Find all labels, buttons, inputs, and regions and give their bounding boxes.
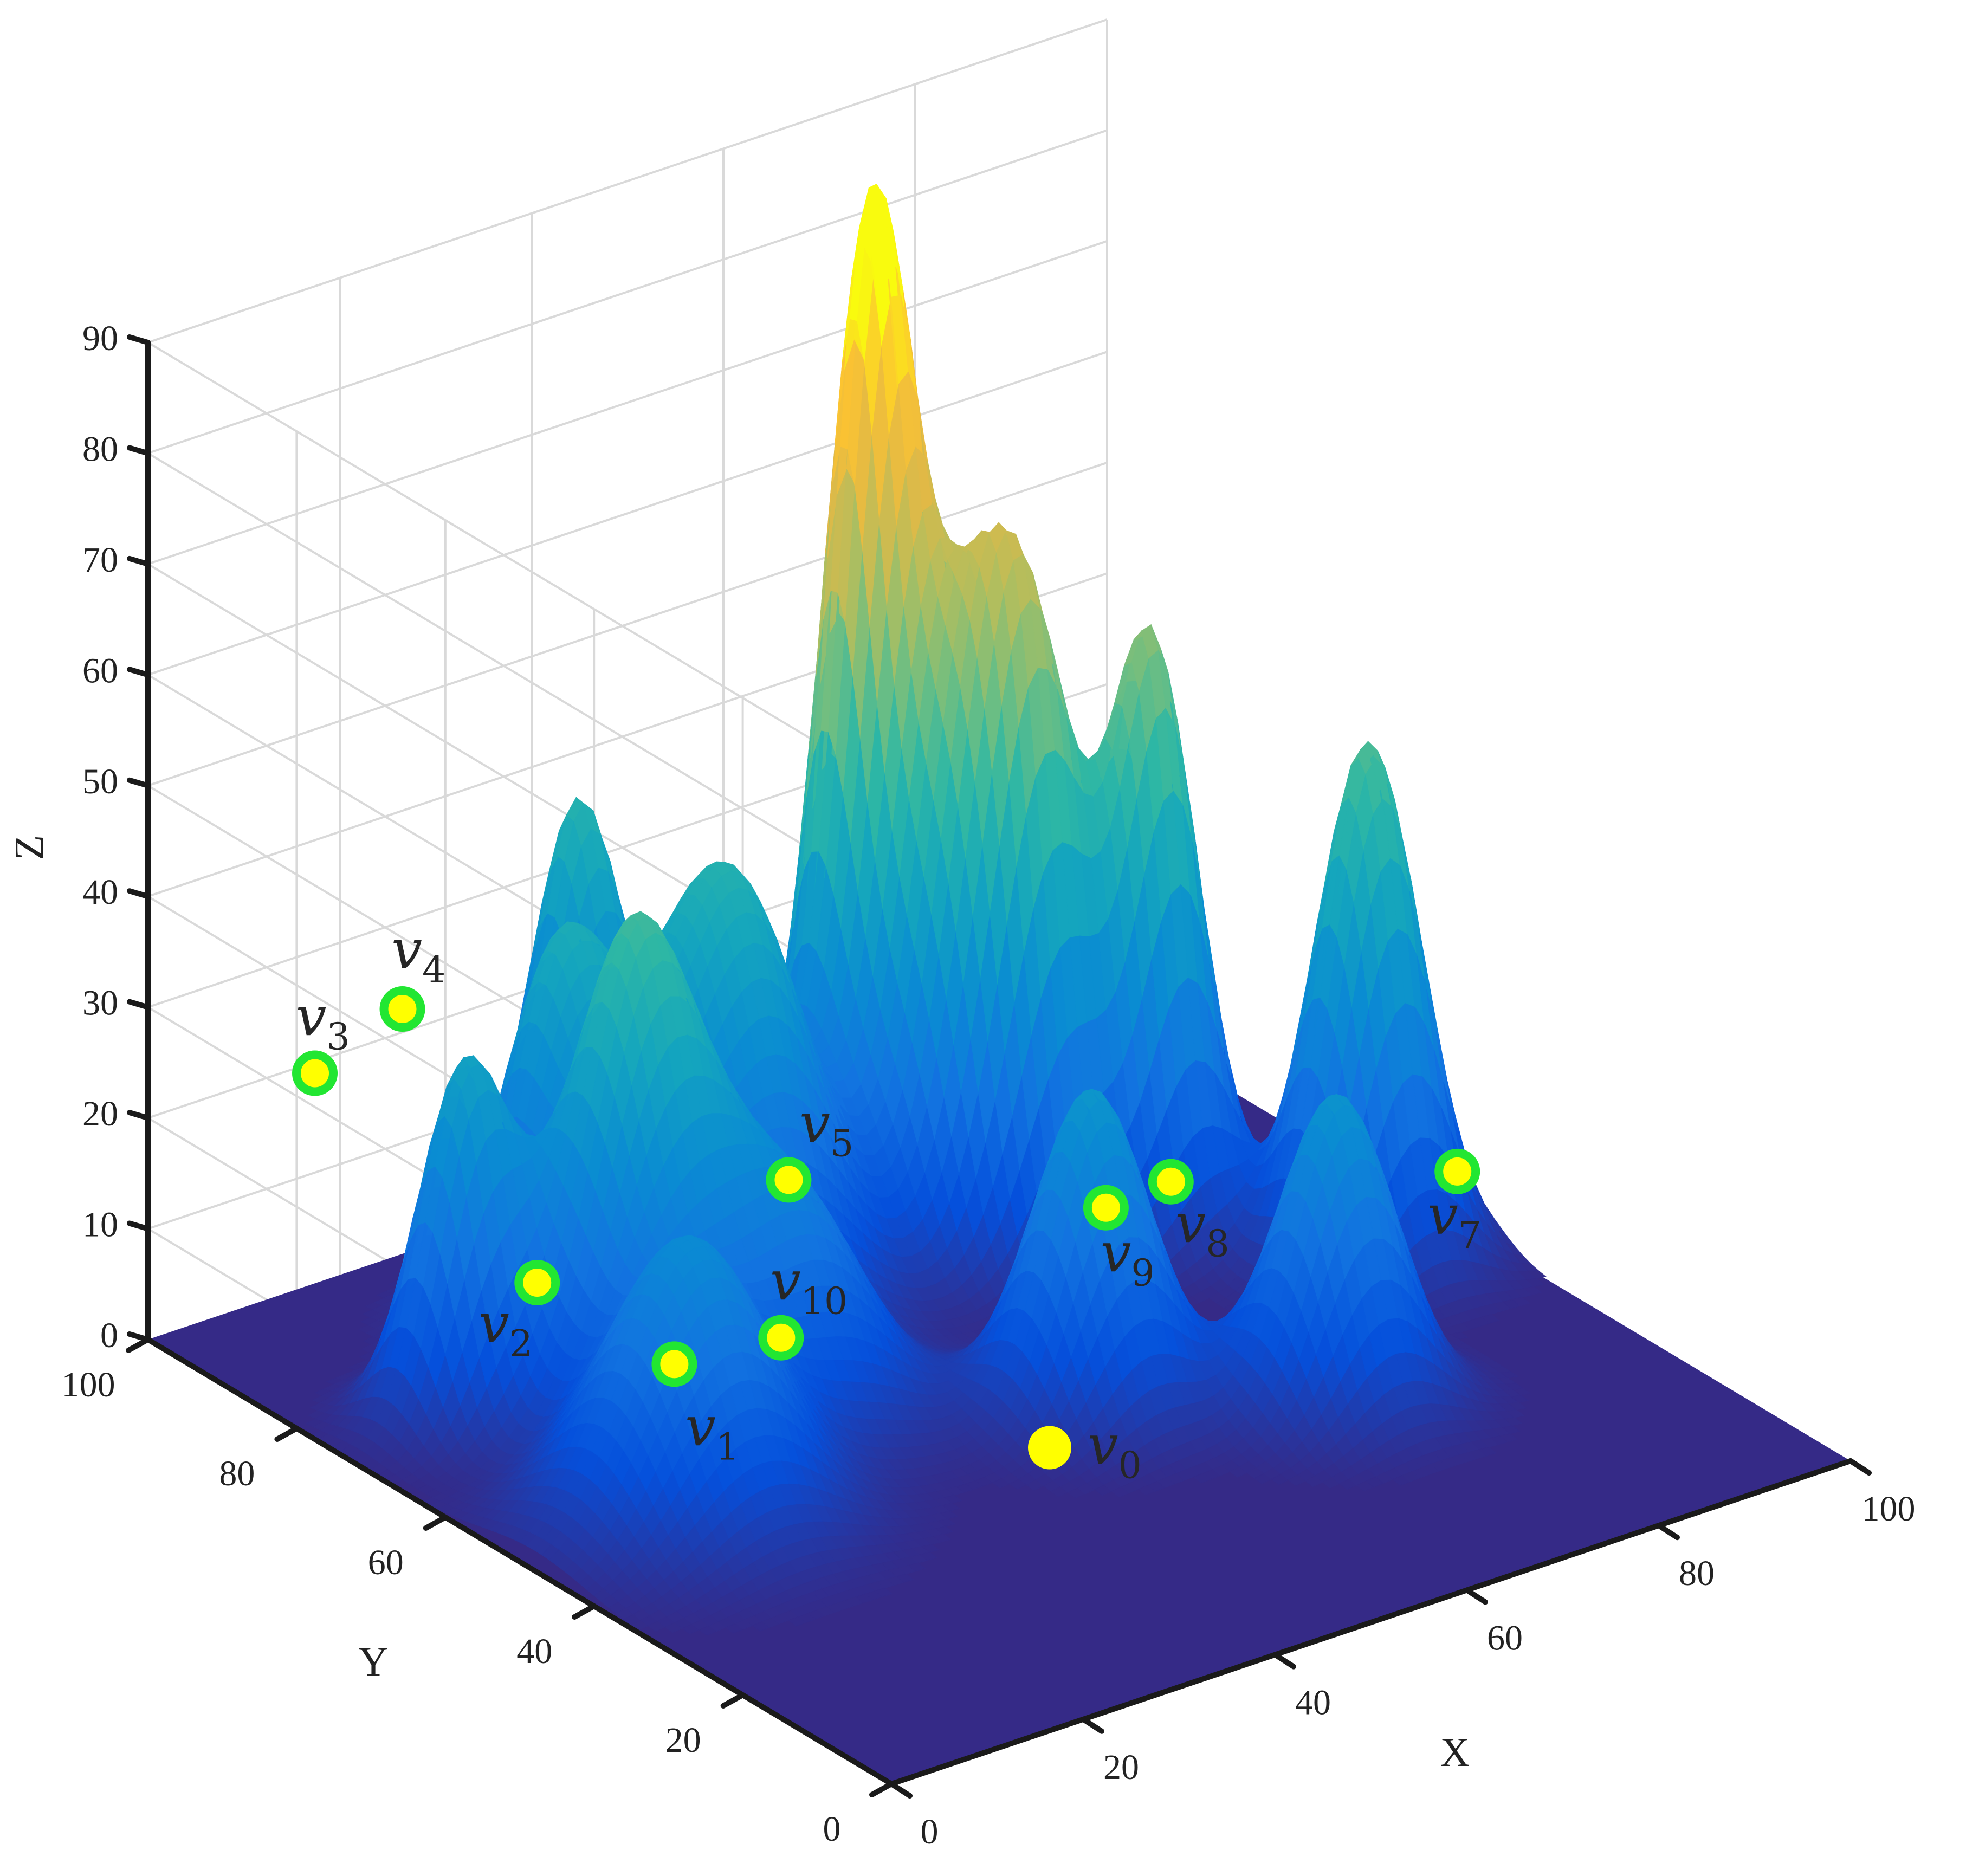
points-layer bbox=[292, 986, 1480, 1470]
y-axis-label: Y bbox=[359, 1639, 389, 1685]
z-tick-label: 90 bbox=[82, 319, 118, 358]
axes-layer bbox=[126, 334, 1872, 1799]
x-tick bbox=[1081, 1716, 1104, 1734]
x-tick bbox=[1272, 1652, 1296, 1670]
z-tick bbox=[127, 1220, 151, 1232]
point-label-v4: v4 bbox=[392, 918, 446, 992]
z-tick bbox=[127, 555, 151, 567]
point-label-v8: v8 bbox=[1175, 1192, 1230, 1266]
x-tick bbox=[1464, 1587, 1488, 1605]
z-tick-label: 80 bbox=[82, 429, 118, 469]
x-axis-line bbox=[889, 1458, 1853, 1787]
point-v3 bbox=[292, 1050, 338, 1096]
x-tick-label: 100 bbox=[1862, 1489, 1916, 1529]
z-tick-label: 40 bbox=[82, 872, 118, 912]
z-tick bbox=[127, 777, 151, 788]
point-v9 bbox=[1083, 1185, 1129, 1231]
x-tick bbox=[1656, 1523, 1680, 1541]
y-tick-label: 0 bbox=[823, 1809, 841, 1849]
z-axis-label: Z bbox=[7, 835, 52, 860]
z-tick-label: 30 bbox=[82, 984, 118, 1023]
labels-layer: 0 20 40 60 80 100 0 20 40 60 80 100 0 10 20 30 40 50 60 70 8… bbox=[7, 319, 1916, 1852]
point-label-v0: v0 bbox=[1088, 1414, 1142, 1487]
y-tick bbox=[423, 1515, 448, 1531]
z-tick bbox=[127, 445, 151, 456]
point-label-v2: v2 bbox=[478, 1292, 533, 1366]
y-tick-label: 60 bbox=[368, 1543, 404, 1582]
point-label-v10: v10 bbox=[770, 1250, 848, 1323]
point-v4 bbox=[379, 986, 425, 1032]
y-tick bbox=[274, 1426, 300, 1442]
x-tick-label: 0 bbox=[921, 1812, 939, 1852]
x-tick-label: 40 bbox=[1295, 1683, 1331, 1723]
point-v7 bbox=[1434, 1148, 1480, 1194]
z-tick-label: 10 bbox=[82, 1205, 118, 1245]
z-tick bbox=[127, 999, 151, 1010]
y-tick-label: 100 bbox=[62, 1365, 115, 1405]
y-tick-label: 80 bbox=[219, 1454, 255, 1493]
point-label-v5: v5 bbox=[799, 1091, 853, 1165]
x-tick bbox=[1848, 1458, 1872, 1476]
y-tick bbox=[572, 1603, 597, 1620]
y-tick-label: 20 bbox=[665, 1720, 701, 1760]
point-v5 bbox=[766, 1157, 812, 1203]
point-label-v1: v1 bbox=[685, 1395, 739, 1469]
x-tick-label: 20 bbox=[1103, 1748, 1139, 1787]
z-tick-label: 50 bbox=[82, 762, 118, 801]
point-label-v7: v7 bbox=[1427, 1183, 1482, 1257]
point-v10 bbox=[758, 1315, 804, 1361]
z-tick-label: 20 bbox=[82, 1094, 118, 1134]
z-tick bbox=[127, 888, 151, 900]
z-tick bbox=[127, 667, 151, 678]
z-tick bbox=[127, 1331, 151, 1342]
point-label-v9: v9 bbox=[1101, 1221, 1155, 1295]
z-tick-label: 0 bbox=[100, 1316, 118, 1355]
point-v2 bbox=[514, 1259, 560, 1305]
point-label-v3: v3 bbox=[296, 985, 350, 1059]
point-v0 bbox=[1028, 1426, 1071, 1470]
surface-layer bbox=[305, 183, 1547, 1636]
x-tick bbox=[889, 1781, 913, 1799]
z-tick bbox=[127, 1110, 151, 1121]
x-tick-label: 80 bbox=[1679, 1554, 1715, 1593]
x-tick-label: 60 bbox=[1487, 1618, 1523, 1658]
x-axis-label: X bbox=[1440, 1730, 1470, 1775]
z-tick-label: 60 bbox=[82, 651, 118, 690]
z-tick bbox=[127, 334, 151, 345]
y-tick bbox=[869, 1781, 894, 1797]
y-tick bbox=[720, 1692, 746, 1709]
point-v8 bbox=[1148, 1159, 1194, 1205]
y-tick-label: 40 bbox=[516, 1632, 552, 1671]
y-axis-line bbox=[145, 1337, 894, 1787]
z-tick-label: 70 bbox=[82, 540, 118, 580]
point-v1 bbox=[651, 1341, 697, 1387]
